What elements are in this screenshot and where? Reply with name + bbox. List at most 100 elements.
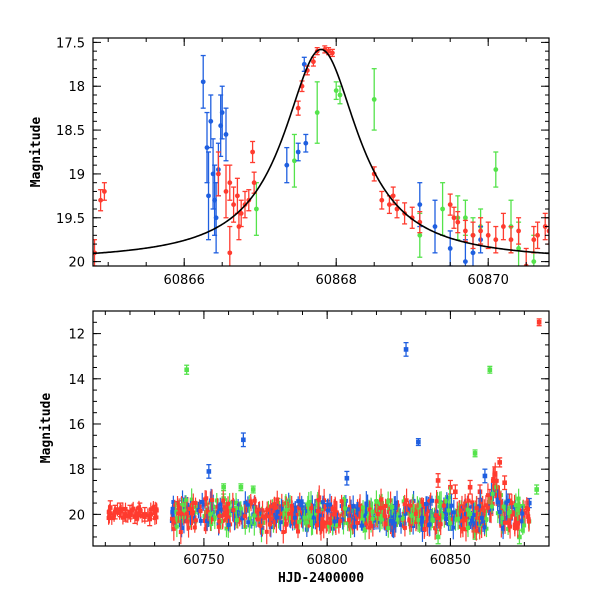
top-panel-data (93, 45, 549, 266)
baseline-point-green (456, 507, 461, 530)
baseline-point-blue (393, 496, 398, 521)
baseline-point-green (517, 496, 522, 515)
y-tick-label: 16 (68, 418, 85, 433)
data-point-green (184, 364, 190, 375)
top-plot-frame (92, 37, 550, 267)
y-tick-label: 20 (68, 508, 85, 523)
baseline-point-blue (479, 512, 484, 524)
baseline-point-red (460, 520, 465, 538)
data-point-blue (303, 133, 309, 153)
baseline-point-blue (292, 507, 297, 529)
baseline-point-green (409, 507, 414, 525)
baseline-point-green (234, 498, 239, 519)
baseline-point-red (422, 520, 427, 538)
data-point-green (238, 483, 244, 492)
baseline-point-red (350, 521, 355, 531)
bottom-panel-data (106, 318, 542, 545)
baseline-point-green (312, 506, 317, 524)
baseline-point-red (510, 509, 515, 520)
data-point-red (310, 56, 316, 67)
baseline-point-blue (246, 516, 251, 528)
baseline-point-green (500, 510, 505, 526)
baseline-point-green (400, 513, 405, 525)
baseline-point-green (437, 497, 442, 516)
data-point-blue (223, 107, 229, 162)
data-point-blue (200, 54, 206, 109)
x-tick-label: 60750 (183, 553, 224, 568)
baseline-point-red (480, 495, 485, 520)
data-point-green (440, 182, 446, 236)
data-point-green (314, 81, 320, 144)
baseline-point-blue (388, 509, 393, 533)
baseline-point-red (193, 515, 198, 526)
y-tick-label: 18 (68, 80, 85, 95)
data-point-red (223, 164, 229, 219)
baseline-point-blue (205, 511, 210, 531)
y-tick-label: 12 (68, 328, 85, 343)
data-point-red (447, 479, 453, 495)
baseline-point-red (107, 505, 112, 520)
baseline-point-blue (200, 492, 205, 512)
x-tick-label: 60850 (430, 553, 471, 568)
baseline-point-green (506, 505, 511, 521)
baseline-point-blue (299, 500, 304, 511)
baseline-point-red (320, 510, 325, 528)
baseline-point-red (178, 520, 183, 545)
baseline-point-green (395, 512, 400, 528)
bottom-ylabel: Magnitude (39, 393, 54, 464)
data-point-red (500, 212, 506, 241)
data-point-red (497, 457, 503, 468)
data-point-red (516, 217, 522, 245)
data-point-blue (432, 199, 438, 254)
baseline-point-blue (391, 514, 396, 539)
baseline-point-red (179, 506, 184, 522)
data-point-blue (284, 146, 290, 184)
model-curve (93, 48, 549, 255)
baseline-point-green (465, 518, 470, 538)
data-point-green (291, 133, 297, 188)
baseline-point-green (307, 511, 312, 521)
baseline-point-green (304, 513, 309, 532)
baseline-point-red (286, 502, 291, 526)
baseline-point-green (180, 498, 185, 513)
baseline-point-green (238, 501, 243, 516)
baseline-point-red (115, 502, 120, 517)
top-panel: 60866 60868 60870 17.5 18 18.5 19 19.5 20 Magnit… (29, 36, 550, 288)
data-point-green (487, 365, 493, 374)
baseline-point-red (524, 497, 529, 520)
baseline-point-red (491, 467, 496, 491)
baseline-point-red (125, 509, 130, 523)
baseline-point-red (123, 502, 128, 517)
baseline-point-red (474, 520, 479, 541)
baseline-point-green (522, 517, 527, 534)
baseline-point-red (367, 500, 372, 519)
data-point-red (535, 221, 541, 250)
baseline-point-red (265, 501, 270, 519)
baseline-point-red (355, 515, 360, 531)
y-tick-label: 19.5 (56, 212, 85, 227)
data-point-red (478, 217, 484, 245)
baseline-point-green (416, 507, 421, 533)
data-point-red (409, 206, 415, 229)
baseline-point-red (203, 524, 208, 534)
baseline-point-red (309, 502, 314, 514)
baseline-point-green (465, 502, 470, 517)
baseline-point-blue (444, 512, 449, 526)
baseline-point-blue (398, 508, 403, 527)
baseline-point-red (512, 522, 517, 534)
baseline-point-red (383, 517, 388, 531)
data-point-red (329, 48, 335, 58)
baseline-point-red (142, 510, 147, 524)
baseline-point-green (252, 505, 257, 526)
baseline-point-red (117, 506, 122, 520)
baseline-point-blue (449, 493, 454, 518)
bottom-xlabel: HJD-2400000 (278, 571, 364, 586)
baseline-point-red (192, 522, 197, 533)
baseline-point-red (130, 503, 135, 517)
baseline-point-red (316, 489, 321, 511)
data-point-red (502, 475, 508, 491)
baseline-point-green (515, 498, 520, 521)
data-point-blue (206, 464, 212, 479)
baseline-point-red (364, 517, 369, 530)
baseline-point-green (224, 519, 229, 538)
